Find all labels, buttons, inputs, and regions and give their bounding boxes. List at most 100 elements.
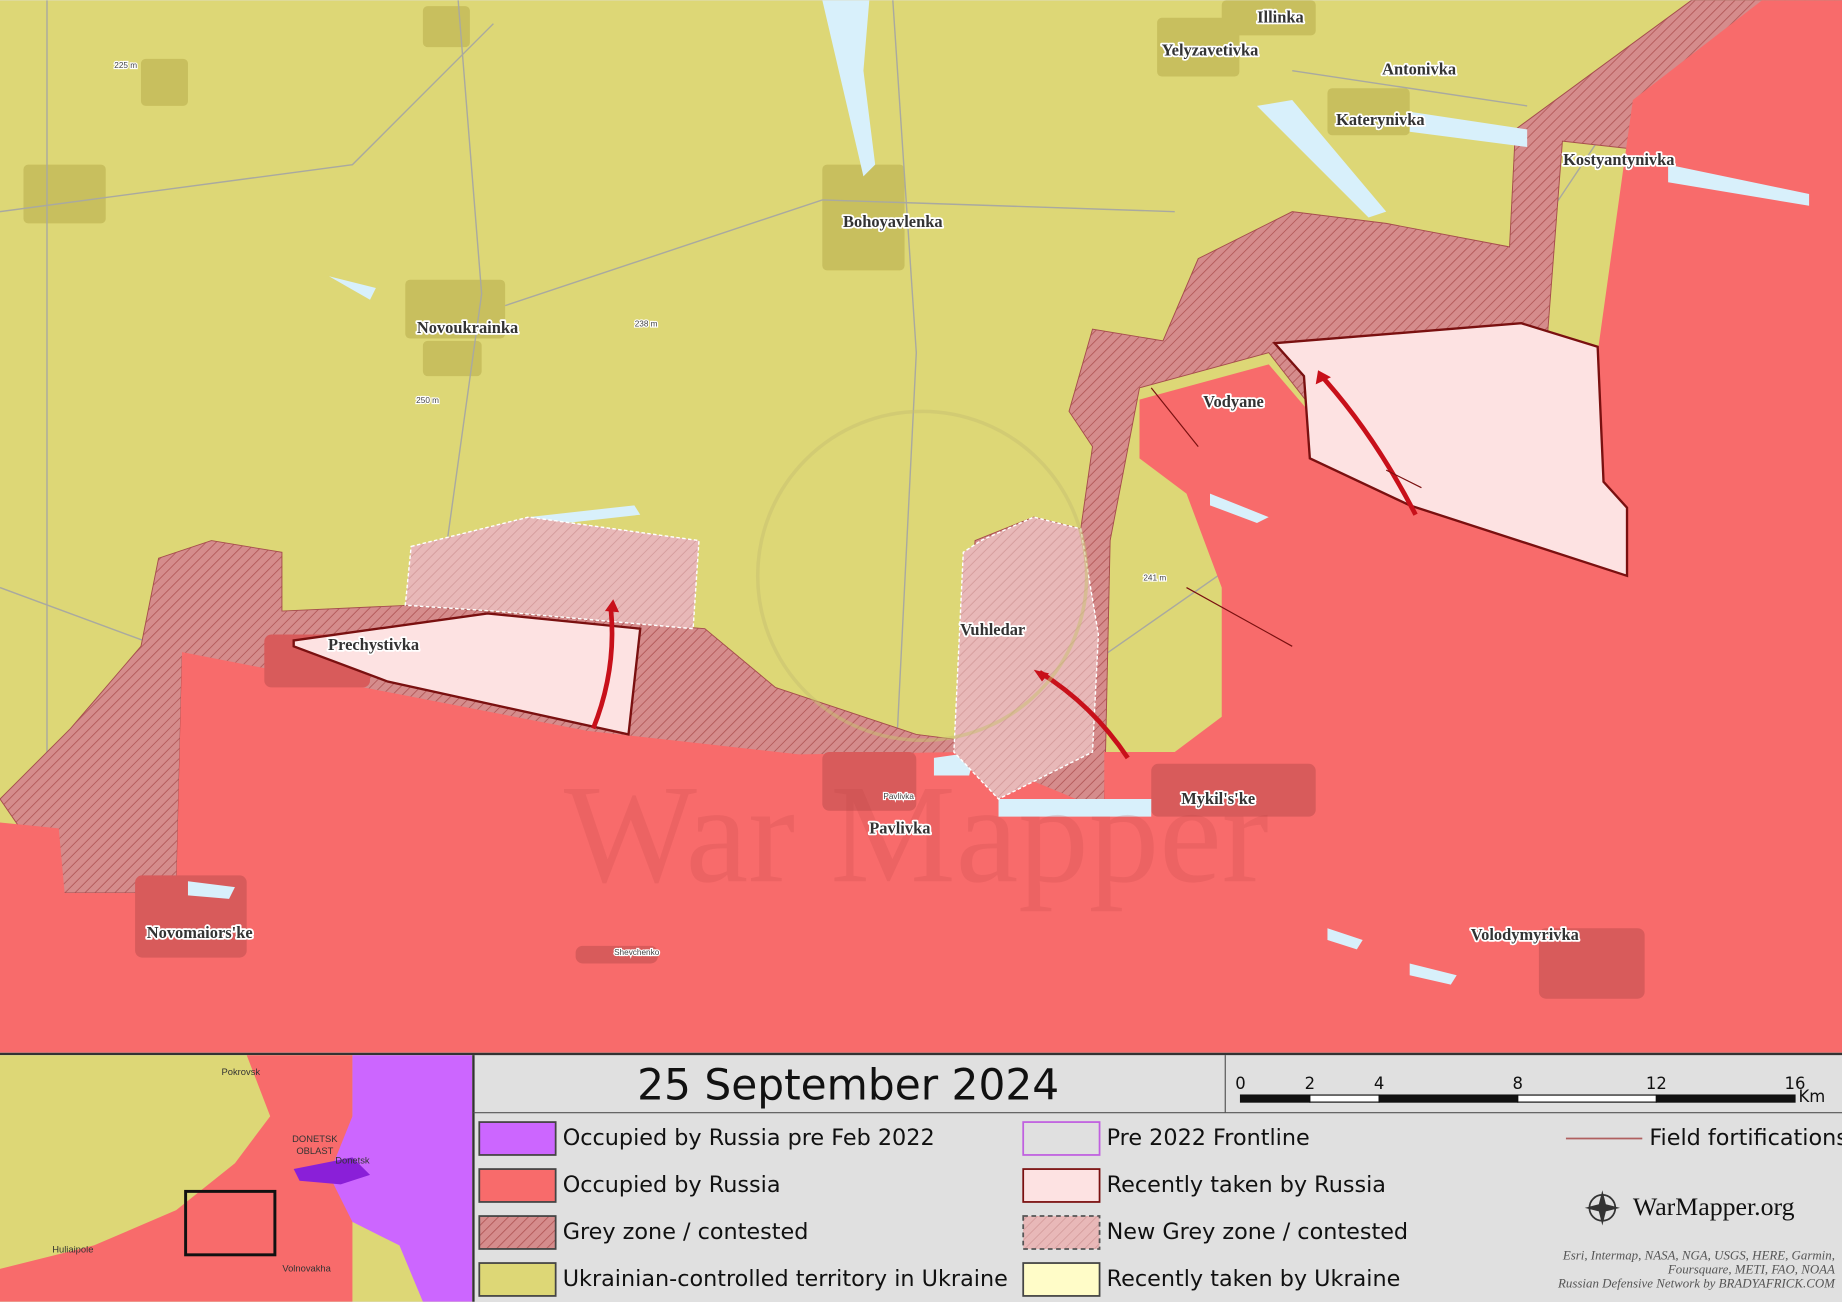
settlement-occupied — [822, 752, 917, 811]
field-fortification — [1186, 587, 1293, 647]
legend-swatch — [1022, 1262, 1101, 1297]
settlement — [23, 164, 106, 224]
water — [1668, 164, 1810, 206]
map-area: War Mapper Illinka Yelyzavetivka Antonivka K… — [0, 0, 1842, 1053]
place-label: Novomaiors'ke — [147, 923, 253, 942]
legend-label: Pre 2022 Frontline — [1107, 1125, 1310, 1151]
legend-swatch — [478, 1215, 557, 1250]
legend-label: Field fortifications — [1649, 1125, 1842, 1151]
recently-taken-russia — [292, 612, 642, 736]
water — [1209, 493, 1269, 523]
arrow-head — [1315, 370, 1331, 385]
water — [998, 799, 1152, 817]
place-label: Volodymyrivka — [1471, 925, 1579, 944]
water — [1409, 111, 1528, 148]
place-label: Kostyantynivka — [1563, 150, 1674, 169]
scale-tick-label: 0 — [1235, 1074, 1245, 1093]
new-grey-zone — [404, 516, 700, 630]
inset-label: Pokrovsk — [222, 1066, 261, 1077]
inset-label: OBLAST — [296, 1145, 333, 1156]
minor-label: 250 m — [416, 396, 439, 405]
inset-occupied — [0, 1055, 353, 1302]
legend-label: Occupied by Russia pre Feb 2022 — [563, 1125, 935, 1151]
water — [1327, 928, 1363, 950]
scale-unit: Km — [1799, 1087, 1826, 1106]
new-grey-zone — [953, 516, 1100, 800]
legend-label: Grey zone / contested — [563, 1219, 809, 1245]
minor-label: 225 m — [114, 61, 137, 70]
road — [504, 199, 1175, 307]
legend-swatch — [478, 1168, 557, 1203]
legend-label: Ukrainian-controlled territory in Ukrain… — [563, 1266, 1008, 1292]
minor-label: Pavlivka — [883, 792, 914, 801]
inset-label: Volnovakha — [282, 1262, 331, 1273]
scale-segment — [1309, 1094, 1380, 1103]
minor-label: 241 m — [1143, 573, 1166, 582]
recently-taken-russia — [1272, 322, 1629, 578]
road — [1292, 69, 1528, 107]
map-date: 25 September 2024 — [637, 1061, 1059, 1110]
place-label: Vodyane — [1203, 392, 1264, 411]
water — [187, 881, 235, 899]
settlement-occupied — [575, 945, 658, 964]
brand-logo-star — [1584, 1190, 1620, 1226]
field-fortification — [1385, 469, 1422, 489]
advance-arrow — [591, 608, 615, 730]
scale-tick-label: 16 — [1785, 1074, 1806, 1093]
field-fortification — [1150, 387, 1199, 447]
scale-segment — [1655, 1094, 1796, 1103]
scale-tick-label: 12 — [1646, 1074, 1667, 1093]
settlement — [422, 340, 482, 377]
arrow-head — [1033, 669, 1050, 682]
place-label: Mykil's'ke — [1181, 789, 1255, 808]
occupied-russia — [0, 0, 1842, 1053]
minor-label: 238 m — [635, 320, 658, 329]
credits-line: Esri, Intermap, NASA, NGA, USGS, HERE, G… — [1562, 1248, 1835, 1263]
place-label: Vuhledar — [960, 620, 1025, 639]
water — [1409, 963, 1457, 985]
legend-swatch — [478, 1262, 557, 1297]
place-label: Antonivka — [1382, 59, 1456, 78]
inset-extent — [184, 1189, 277, 1257]
inset-label: Huliaipole — [52, 1244, 93, 1255]
road — [0, 23, 494, 213]
settlement-occupied — [1538, 928, 1645, 999]
road — [892, 0, 918, 823]
scale-segment — [1239, 1094, 1311, 1103]
scale-tick-label: 4 — [1374, 1074, 1384, 1093]
inset-label: Donetsk — [335, 1154, 370, 1165]
settlement-occupied — [1151, 763, 1316, 817]
advance-arrow — [1319, 374, 1418, 516]
place-label: Bohoyavlenka — [843, 212, 943, 231]
watermark: War Mapper — [564, 756, 1269, 912]
settlement — [1157, 17, 1240, 77]
compass-watermark — [755, 409, 1089, 743]
legend-swatch — [1022, 1168, 1101, 1203]
inset-label: DONETSK — [292, 1133, 338, 1144]
legend-label: New Grey zone / contested — [1107, 1219, 1409, 1245]
place-label: Yelyzavetivka — [1162, 41, 1259, 60]
scale-tick-label: 2 — [1305, 1074, 1315, 1093]
settlement — [822, 164, 905, 271]
legend-swatch — [1022, 1215, 1101, 1250]
settlement — [140, 58, 188, 106]
scale-tick-label: 8 — [1513, 1074, 1523, 1093]
water — [822, 0, 876, 177]
inset-donetsk — [293, 1157, 371, 1185]
inset-occupied-pre2022 — [328, 1055, 473, 1302]
settlement — [405, 279, 506, 339]
place-label: Illinka — [1257, 8, 1304, 27]
scale-segment — [1378, 1094, 1519, 1103]
settlement — [1327, 88, 1410, 136]
water — [1256, 100, 1387, 218]
credits-line: Foursquare, METI, FAO, NOAA — [1667, 1262, 1835, 1277]
arrow-head — [604, 599, 620, 613]
scale-segment — [1517, 1094, 1657, 1103]
legend-swatch — [1022, 1121, 1101, 1156]
legend-label: Occupied by Russia — [563, 1172, 781, 1198]
legend-swatch — [478, 1121, 557, 1156]
settlement — [1221, 0, 1316, 36]
